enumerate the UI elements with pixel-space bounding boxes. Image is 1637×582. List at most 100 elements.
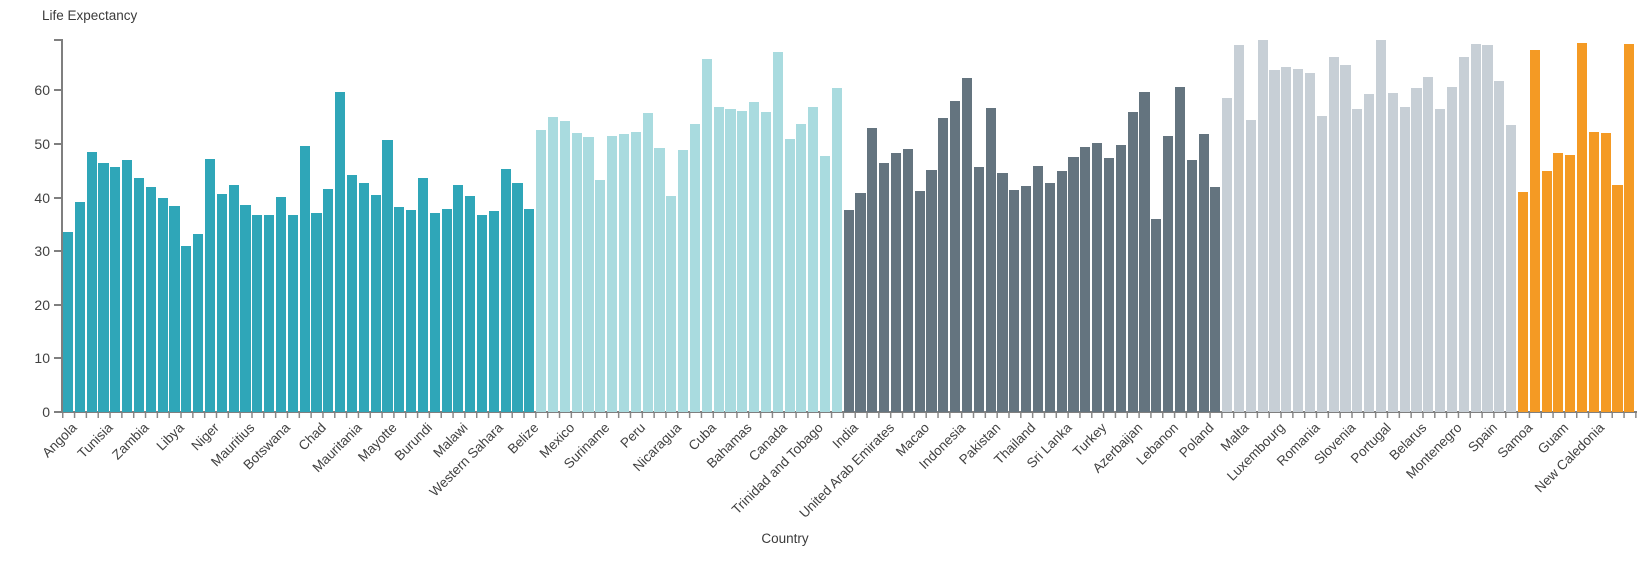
bar-group-slate-gray-70[interactable] [890,152,902,412]
bar-group-teal-7[interactable] [145,186,156,412]
bar-group-slate-gray-72[interactable] [914,190,925,412]
bar-group-slate-gray-79[interactable] [997,172,1008,412]
bar-group-teal-19[interactable] [287,214,298,412]
bar-group-orange-124[interactable] [1529,50,1540,412]
bar-group-pale-cyan-42[interactable] [559,121,570,412]
bar-group-pale-cyan-49[interactable] [642,112,653,412]
bar-group-teal-17[interactable] [264,215,275,412]
bar-group-slate-gray-86[interactable] [1080,146,1091,412]
bar-group-light-gray-105[interactable] [1304,72,1316,412]
bar-group-slate-gray-96[interactable] [1198,133,1209,412]
bar-group-slate-gray-73[interactable] [926,170,937,412]
bar-group-slate-gray-90[interactable] [1127,112,1138,412]
bar-group-pale-cyan-51[interactable] [666,196,677,412]
bar-group-light-gray-117[interactable] [1446,87,1458,412]
bar-group-slate-gray-89[interactable] [1115,144,1126,412]
bar-group-slate-gray-97[interactable] [1210,186,1221,412]
bar-group-orange-132[interactable] [1624,44,1635,412]
bar-group-pale-cyan-62[interactable] [796,123,807,412]
bar-group-slate-gray-88[interactable] [1103,157,1115,412]
bar-group-light-gray-119[interactable] [1470,43,1481,412]
bar-group-teal-16[interactable] [252,215,263,412]
bar-group-light-gray-120[interactable] [1482,45,1493,412]
bar-group-slate-gray-77[interactable] [973,166,984,412]
bar-group-teal-11[interactable] [193,234,204,412]
bar-group-pale-cyan-60[interactable] [772,51,783,412]
bar-group-pale-cyan-54[interactable] [701,59,712,412]
bar-group-pale-cyan-52[interactable] [678,150,689,412]
bar-group-pale-cyan-55[interactable] [713,106,724,412]
bar-group-teal-26[interactable] [370,194,381,412]
bar-group-teal-18[interactable] [275,196,287,412]
bar-group-light-gray-108[interactable] [1340,64,1351,412]
bar-group-slate-gray-76[interactable] [961,77,973,412]
bar-group-teal-24[interactable] [346,175,358,412]
bar-group-light-gray-110[interactable] [1364,93,1375,412]
bar-group-pale-cyan-53[interactable] [689,123,701,412]
bar-group-slate-gray-78[interactable] [985,108,996,412]
bar-group-teal-6[interactable] [133,178,145,412]
bar-group-teal-12[interactable] [204,158,216,412]
bar-group-teal-39[interactable] [524,209,535,412]
bar-group-orange-131[interactable] [1612,184,1623,412]
bar-group-light-gray-103[interactable] [1281,66,1292,412]
bar-group-teal-0[interactable] [63,232,74,412]
bar-group-teal-34[interactable] [465,196,476,412]
bar-group-light-gray-109[interactable] [1352,109,1363,412]
bar-group-orange-128[interactable] [1577,42,1588,412]
bar-group-teal-31[interactable] [429,212,440,412]
bar-group-teal-15[interactable] [240,204,251,412]
bar-group-teal-28[interactable] [394,206,405,412]
bar-group-teal-13[interactable] [216,194,227,412]
bar-group-pale-cyan-45[interactable] [595,180,606,412]
bar-group-teal-37[interactable] [500,169,511,412]
bar-group-slate-gray-82[interactable] [1032,166,1044,412]
bar-group-pale-cyan-47[interactable] [618,134,630,412]
bar-group-teal-32[interactable] [441,208,452,412]
bar-group-pale-cyan-56[interactable] [725,109,736,412]
bar-group-pale-cyan-46[interactable] [607,136,618,412]
bar-group-teal-25[interactable] [358,182,369,412]
bar-group-light-gray-102[interactable] [1269,69,1280,412]
bar-group-orange-127[interactable] [1565,154,1576,412]
bar-group-teal-9[interactable] [169,205,180,412]
bar-group-slate-gray-80[interactable] [1009,190,1020,412]
bar-group-teal-36[interactable] [488,211,499,412]
bar-group-orange-125[interactable] [1541,171,1552,412]
bar-group-slate-gray-75[interactable] [950,101,961,412]
bar-group-slate-gray-83[interactable] [1044,183,1055,412]
bar-group-light-gray-101[interactable] [1257,40,1268,412]
bar-group-teal-29[interactable] [406,209,417,412]
bar-group-pale-cyan-65[interactable] [831,87,842,412]
bar-group-pale-cyan-48[interactable] [630,132,641,412]
bar-group-teal-5[interactable] [122,160,133,412]
bar-group-slate-gray-85[interactable] [1068,157,1079,412]
bar-group-teal-27[interactable] [382,139,393,412]
bar-group-pale-cyan-40[interactable] [536,129,547,412]
bar-group-orange-129[interactable] [1588,132,1599,412]
bar-group-pale-cyan-41[interactable] [547,117,559,412]
bar-group-slate-gray-87[interactable] [1092,142,1103,412]
bar-group-teal-2[interactable] [86,152,97,412]
bar-group-light-gray-99[interactable] [1233,45,1245,412]
bar-group-pale-cyan-63[interactable] [808,107,819,412]
bar-group-light-gray-106[interactable] [1316,116,1327,412]
bar-group-teal-20[interactable] [299,146,310,412]
bar-group-light-gray-98[interactable] [1222,97,1233,412]
bar-group-light-gray-118[interactable] [1458,56,1469,412]
bar-group-teal-35[interactable] [476,214,488,412]
bar-group-pale-cyan-59[interactable] [760,112,771,412]
bar-group-teal-8[interactable] [157,197,168,412]
bar-group-light-gray-104[interactable] [1293,69,1304,412]
bar-group-slate-gray-95[interactable] [1186,159,1197,412]
bar-group-pale-cyan-61[interactable] [784,139,795,412]
bar-group-pale-cyan-64[interactable] [820,155,831,412]
bar-group-light-gray-112[interactable] [1387,93,1398,412]
bar-group-pale-cyan-44[interactable] [583,137,594,412]
bar-group-teal-23[interactable] [335,91,346,412]
bar-group-slate-gray-69[interactable] [879,162,890,412]
bar-group-light-gray-107[interactable] [1328,56,1339,412]
bar-group-teal-30[interactable] [417,178,428,412]
bar-group-slate-gray-91[interactable] [1139,91,1150,412]
bar-group-slate-gray-94[interactable] [1174,87,1185,412]
